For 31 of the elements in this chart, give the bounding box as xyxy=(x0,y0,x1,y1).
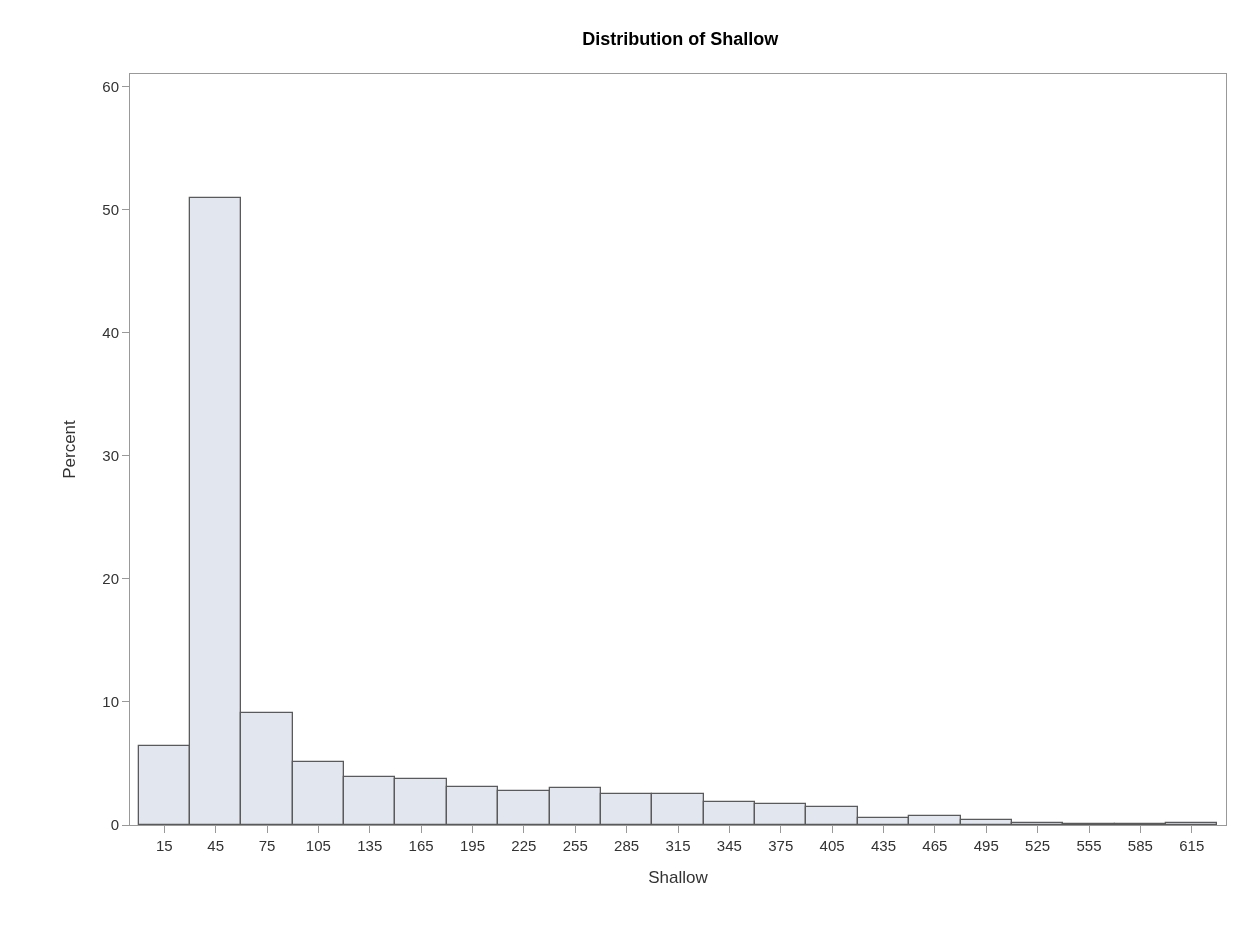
x-tick-label: 105 xyxy=(305,837,331,854)
x-tick-label: 135 xyxy=(357,837,383,854)
y-tick-label: 60 xyxy=(102,77,119,95)
x-tick-label: 405 xyxy=(819,837,845,854)
x-tick-label: 435 xyxy=(870,837,897,854)
y-tick-label: 30 xyxy=(102,446,119,464)
x-tick-label: 555 xyxy=(1076,837,1102,854)
x-tick-label: 495 xyxy=(973,837,999,854)
x-axis-title: Shallow xyxy=(648,868,709,888)
x-tick-label: 375 xyxy=(768,837,794,854)
x-tick-label: 315 xyxy=(665,837,691,854)
y-tick-label: 50 xyxy=(102,200,119,218)
x-tick-label: 255 xyxy=(562,837,588,854)
x-tick-label: 45 xyxy=(207,837,224,854)
y-tick-label: 40 xyxy=(102,323,119,341)
chart-title: Distribution of Shallow xyxy=(582,29,780,50)
y-tick-label: 10 xyxy=(102,693,119,711)
x-tick-label: 15 xyxy=(155,837,173,854)
x-tick-label: 525 xyxy=(1025,837,1051,854)
x-tick-label: 465 xyxy=(922,837,948,854)
x-tick-label: 195 xyxy=(459,837,486,854)
x-tick-label: 285 xyxy=(614,837,640,854)
x-tick-label: 585 xyxy=(1127,837,1153,854)
x-tick-label: 345 xyxy=(716,837,742,854)
y-tick-label: 20 xyxy=(102,570,119,588)
x-tick-label: 165 xyxy=(408,837,434,854)
x-tick-label: 225 xyxy=(511,837,537,854)
x-tick-label: 615 xyxy=(1179,837,1205,854)
y-tick-label: 0 xyxy=(110,816,119,834)
y-axis-title: Percent xyxy=(59,419,79,479)
x-tick-label: 75 xyxy=(258,837,276,854)
